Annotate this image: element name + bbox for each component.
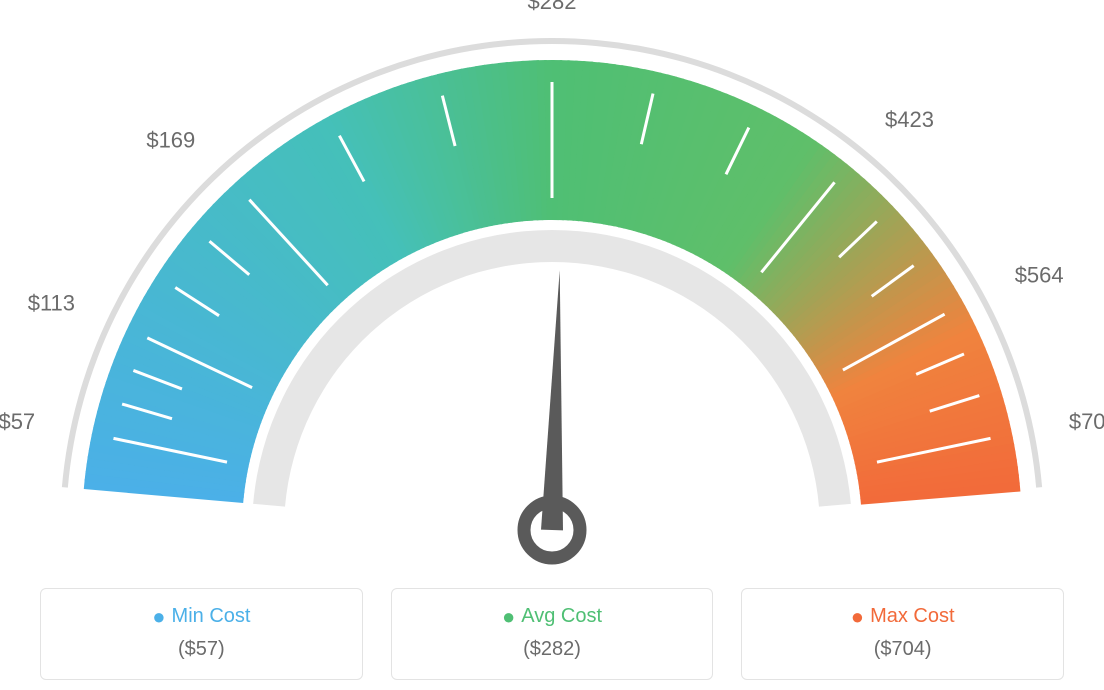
gauge-tick-label: $169	[146, 128, 195, 153]
legend-title: ● Avg Cost	[402, 605, 703, 628]
legend-title: ● Min Cost	[51, 605, 352, 628]
legend-label: Avg Cost	[521, 605, 602, 627]
legend-dot-icon: ●	[152, 604, 165, 629]
legend-dot-icon: ●	[502, 604, 515, 629]
legend-title: ● Max Cost	[752, 605, 1053, 628]
gauge-tick-label: $57	[0, 409, 35, 434]
legend-dot-icon: ●	[851, 604, 864, 629]
gauge-tick-label: $704	[1069, 409, 1104, 434]
legend-value: ($704)	[752, 638, 1053, 661]
legend-card: ● Avg Cost ($282)	[391, 588, 714, 680]
cost-gauge-chart: $57 $113 $169 $282 $423 $564 $704 ● Min Cost ($5…	[0, 0, 1104, 690]
legend-value: ($282)	[402, 638, 703, 661]
legend-row: ● Min Cost ($57) ● Avg Cost ($282) ● Max Cost ($…	[0, 588, 1104, 680]
legend-label: Min Cost	[172, 605, 251, 627]
gauge-tick-label: $282	[528, 0, 577, 14]
gauge-tick-label: $423	[885, 107, 934, 132]
legend-value: ($57)	[51, 638, 352, 661]
gauge-tick-label: $113	[28, 291, 75, 316]
gauge-needle	[541, 270, 563, 530]
legend-card: ● Min Cost ($57)	[40, 588, 363, 680]
gauge-svg: $57 $113 $169 $282 $423 $564 $704	[0, 0, 1104, 580]
legend-label: Max Cost	[870, 605, 954, 627]
gauge-tick-label: $564	[1015, 263, 1064, 288]
legend-card: ● Max Cost ($704)	[741, 588, 1064, 680]
